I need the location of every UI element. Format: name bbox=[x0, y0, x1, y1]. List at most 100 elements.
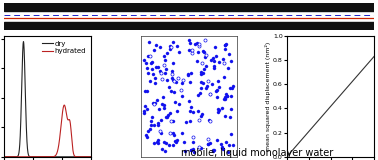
Point bbox=[166, 86, 172, 89]
Point bbox=[207, 93, 213, 96]
Point bbox=[141, 58, 147, 61]
Point bbox=[211, 57, 217, 59]
Point bbox=[149, 68, 155, 71]
Point bbox=[173, 81, 179, 84]
Point bbox=[148, 124, 154, 126]
Point bbox=[199, 62, 205, 64]
Point bbox=[181, 141, 187, 143]
Point bbox=[203, 54, 209, 57]
Text: mobile, liquid monolayer water: mobile, liquid monolayer water bbox=[181, 148, 334, 158]
Point bbox=[186, 39, 192, 42]
Point bbox=[187, 149, 194, 151]
Point bbox=[214, 111, 220, 113]
Point bbox=[226, 144, 232, 146]
Bar bbox=[4, 3, 374, 11]
Point bbox=[228, 60, 234, 62]
Point bbox=[156, 46, 163, 48]
Point bbox=[195, 145, 201, 148]
Point bbox=[157, 70, 163, 72]
Point bbox=[222, 98, 228, 100]
Point bbox=[215, 80, 221, 82]
Point bbox=[161, 64, 167, 66]
Point bbox=[194, 60, 200, 63]
Point bbox=[201, 56, 208, 58]
Point bbox=[202, 39, 208, 42]
Point bbox=[200, 81, 206, 84]
Point bbox=[205, 143, 211, 145]
Point bbox=[160, 96, 166, 98]
Point bbox=[223, 43, 229, 46]
Point bbox=[222, 48, 228, 51]
Point bbox=[144, 108, 150, 111]
Point bbox=[147, 127, 153, 130]
Point bbox=[161, 107, 167, 109]
Point bbox=[174, 110, 180, 112]
Point bbox=[222, 44, 228, 46]
Point bbox=[159, 103, 165, 106]
Point bbox=[222, 96, 228, 98]
Point bbox=[165, 113, 171, 116]
Point bbox=[172, 140, 178, 143]
Point bbox=[186, 49, 192, 51]
Point bbox=[198, 71, 204, 73]
Point bbox=[192, 42, 198, 45]
Point bbox=[197, 91, 203, 94]
Point bbox=[170, 41, 176, 43]
Point bbox=[211, 64, 217, 67]
Point bbox=[196, 45, 202, 47]
Point bbox=[191, 136, 197, 138]
Point bbox=[211, 66, 217, 69]
Point bbox=[216, 86, 222, 89]
Point bbox=[153, 99, 160, 101]
Point bbox=[158, 78, 164, 80]
Point bbox=[168, 45, 174, 48]
Point bbox=[142, 89, 148, 92]
Point bbox=[164, 52, 170, 55]
Point bbox=[227, 87, 233, 90]
Point bbox=[200, 50, 206, 52]
Point bbox=[198, 73, 204, 75]
Point bbox=[157, 130, 163, 132]
Point bbox=[155, 139, 161, 141]
Point bbox=[145, 55, 151, 57]
Point bbox=[174, 45, 180, 47]
Point bbox=[185, 74, 191, 77]
Point bbox=[147, 79, 153, 82]
Point bbox=[155, 141, 161, 144]
Point bbox=[201, 68, 207, 70]
Point bbox=[151, 49, 157, 52]
Point bbox=[195, 50, 201, 53]
Point bbox=[144, 89, 150, 92]
Point bbox=[230, 144, 236, 146]
Point bbox=[215, 108, 221, 110]
Point bbox=[167, 132, 173, 134]
Point bbox=[230, 85, 236, 87]
Point bbox=[206, 119, 212, 121]
Point bbox=[156, 108, 162, 111]
Point bbox=[164, 116, 170, 118]
Point bbox=[170, 79, 176, 81]
Point bbox=[222, 98, 228, 100]
Point bbox=[167, 45, 173, 47]
Point bbox=[222, 114, 228, 117]
Point bbox=[205, 142, 211, 145]
Point bbox=[158, 132, 164, 134]
Point bbox=[221, 75, 227, 78]
Point bbox=[198, 147, 204, 149]
Point bbox=[226, 53, 232, 56]
Point bbox=[207, 141, 213, 144]
Legend: dry, hydrated: dry, hydrated bbox=[41, 39, 88, 55]
Point bbox=[152, 102, 158, 104]
Point bbox=[167, 48, 173, 50]
Point bbox=[176, 103, 182, 106]
Point bbox=[144, 66, 150, 69]
Point bbox=[155, 124, 161, 127]
Point bbox=[207, 120, 213, 122]
Point bbox=[152, 77, 158, 80]
Point bbox=[225, 94, 231, 97]
Point bbox=[170, 120, 176, 122]
Point bbox=[164, 79, 170, 81]
Point bbox=[149, 61, 155, 64]
Point bbox=[188, 72, 194, 74]
Point bbox=[143, 61, 149, 64]
